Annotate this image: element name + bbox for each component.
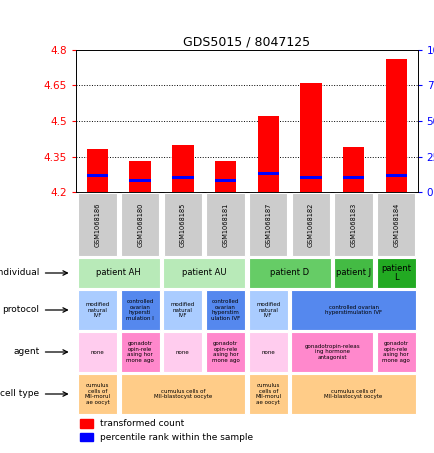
Text: cell type: cell type [0, 389, 39, 398]
Text: none: none [90, 350, 104, 355]
Bar [172, 145, 193, 192]
Bar [87, 149, 108, 192]
Bar [205, 290, 245, 330]
Text: gonadotr
opin-rele
asing hor
mone ago: gonadotr opin-rele asing hor mone ago [381, 342, 409, 362]
Text: none: none [261, 350, 274, 355]
Bar [163, 193, 201, 255]
Bar [299, 83, 321, 192]
Text: modified
natural
IVF: modified natural IVF [170, 302, 194, 318]
Bar [248, 290, 287, 330]
Text: gonadotropin-releas
ing hormone
antagonist: gonadotropin-releas ing hormone antagoni… [304, 344, 359, 360]
Text: cumulus cells of
MII-blastocyst oocyte: cumulus cells of MII-blastocyst oocyte [324, 389, 382, 399]
Bar [376, 193, 414, 255]
Bar [385, 174, 406, 177]
Text: cumulus cells of
MII-blastocyst oocyte: cumulus cells of MII-blastocyst oocyte [153, 389, 211, 399]
Bar [78, 374, 117, 414]
Bar [78, 290, 117, 330]
Bar [291, 193, 329, 255]
Text: individual: individual [0, 268, 39, 277]
Bar [248, 258, 330, 288]
Bar [163, 332, 202, 372]
Bar [129, 161, 151, 192]
Text: cumulus
cells of
MII-morul
ae oocyt: cumulus cells of MII-morul ae oocyt [255, 383, 280, 405]
Text: modified
natural
IVF: modified natural IVF [256, 302, 279, 318]
Bar [87, 174, 108, 177]
Bar [248, 332, 287, 372]
Text: GSM1068181: GSM1068181 [222, 202, 228, 246]
Bar [248, 374, 287, 414]
Bar [257, 172, 278, 174]
Title: GDS5015 / 8047125: GDS5015 / 8047125 [183, 36, 310, 49]
Bar [214, 178, 236, 182]
Text: gonadotr
opin-rele
asing hor
mone ago: gonadotr opin-rele asing hor mone ago [211, 342, 239, 362]
Text: transformed count: transformed count [100, 419, 184, 428]
Text: GSM1068183: GSM1068183 [350, 202, 356, 246]
Text: controlled
ovarian
hyperstim
ulation IVF: controlled ovarian hyperstim ulation IVF [210, 299, 240, 321]
Bar [376, 332, 415, 372]
Text: GSM1068182: GSM1068182 [307, 202, 313, 247]
Text: patient AH: patient AH [96, 269, 141, 278]
Bar [248, 193, 287, 255]
Text: GSM1068186: GSM1068186 [94, 202, 100, 247]
Bar [120, 374, 245, 414]
Bar [334, 193, 372, 255]
Bar [214, 161, 236, 192]
Text: modified
natural
IVF: modified natural IVF [85, 302, 109, 318]
Text: percentile rank within the sample: percentile rank within the sample [100, 433, 253, 442]
Bar [257, 116, 278, 192]
Bar [376, 258, 415, 288]
Bar [299, 176, 321, 179]
Bar [291, 290, 415, 330]
Bar [291, 332, 372, 372]
Text: patient J: patient J [335, 269, 370, 278]
Text: gonadotr
opin-rele
asing hor
mone ago: gonadotr opin-rele asing hor mone ago [126, 342, 154, 362]
Bar [163, 290, 202, 330]
Bar [342, 147, 363, 192]
Bar [78, 193, 116, 255]
Text: GSM1068187: GSM1068187 [265, 202, 270, 247]
Bar [291, 374, 415, 414]
Bar [206, 193, 244, 255]
Text: protocol: protocol [3, 305, 39, 313]
Bar [78, 332, 117, 372]
Bar [78, 258, 159, 288]
Bar [129, 178, 151, 182]
Text: agent: agent [13, 347, 39, 356]
Text: controlled ovarian
hyperstimulation IVF: controlled ovarian hyperstimulation IVF [324, 305, 381, 315]
Bar [342, 176, 363, 179]
Text: GSM1068180: GSM1068180 [137, 202, 143, 247]
Bar [172, 176, 193, 179]
Bar [120, 290, 159, 330]
Text: patient D: patient D [270, 269, 309, 278]
Bar [120, 332, 159, 372]
Text: GSM1068185: GSM1068185 [179, 202, 185, 247]
Bar [205, 332, 245, 372]
Bar [79, 433, 93, 441]
Bar [163, 258, 245, 288]
Text: controlled
ovarian
hypersti
mulation I: controlled ovarian hypersti mulation I [126, 299, 154, 321]
Text: GSM1068184: GSM1068184 [392, 202, 398, 247]
Text: patient
L: patient L [380, 264, 410, 282]
Bar [121, 193, 159, 255]
Text: cumulus
cells of
MII-morul
ae oocyt: cumulus cells of MII-morul ae oocyt [84, 383, 110, 405]
Text: none: none [176, 350, 189, 355]
Bar [79, 419, 93, 428]
Bar [333, 258, 372, 288]
Text: patient AU: patient AU [181, 269, 226, 278]
Bar [385, 59, 406, 192]
